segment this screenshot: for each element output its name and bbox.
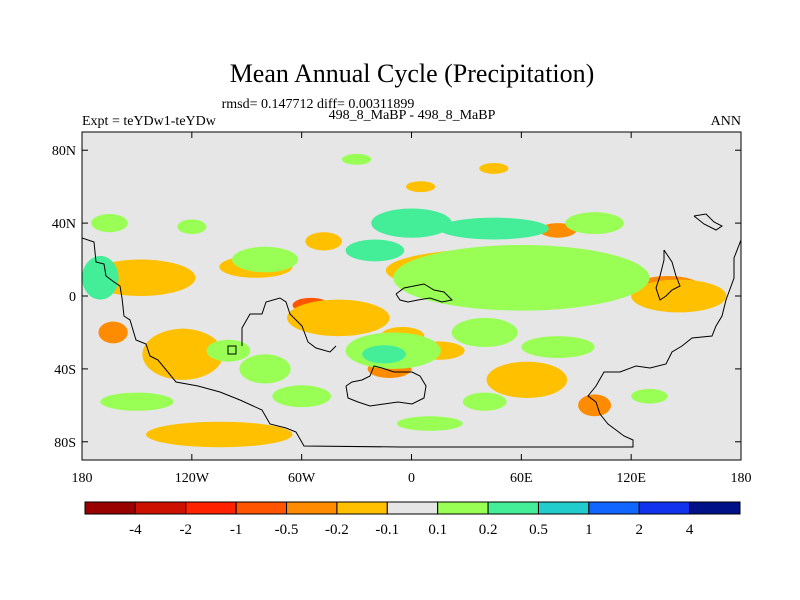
anomaly-patch xyxy=(287,299,390,337)
coastline-americas-west xyxy=(82,237,741,448)
x-tick-label: 60E xyxy=(510,471,533,486)
anomaly-field xyxy=(82,153,727,448)
x-tick-label: 0 xyxy=(408,471,415,486)
season-label: ANN xyxy=(711,114,741,129)
coastlines xyxy=(82,213,741,448)
anomaly-patch xyxy=(406,181,436,193)
anomaly-patch xyxy=(362,345,407,364)
chart-title: Mean Annual Cycle (Precipitation) xyxy=(230,59,595,88)
anomaly-patch xyxy=(486,361,568,399)
anomaly-patch xyxy=(371,208,452,238)
colorbar-label: -0.1 xyxy=(375,522,399,538)
anomaly-patch xyxy=(396,416,463,431)
anomaly-patch xyxy=(100,392,174,411)
anomaly-patch xyxy=(631,279,727,313)
colorbar-swatch xyxy=(689,501,741,515)
case-label: 498_8_MaBP - 498_8_MaBP xyxy=(329,108,496,123)
colorbar-swatch xyxy=(588,501,640,515)
y-axis: 80N 40N 0 40S 80S xyxy=(52,144,741,451)
x-tick-label: 120W xyxy=(175,471,210,486)
y-tick-label: 80S xyxy=(54,436,76,451)
anomaly-patch xyxy=(232,246,299,273)
y-tick-label: 40S xyxy=(54,363,76,378)
x-tick-label: 180 xyxy=(72,471,93,486)
coastline-africa xyxy=(241,297,337,353)
anomaly-patch xyxy=(305,232,342,251)
y-tick-label: 0 xyxy=(69,290,76,305)
coastline-antarctic-island xyxy=(345,365,427,407)
anomaly-patch xyxy=(451,317,518,348)
colorbar-label: -2 xyxy=(180,522,193,538)
x-axis: 180 120W 60W 0 60E 120E 180 xyxy=(72,132,752,486)
anomaly-patch xyxy=(272,385,331,408)
stats-label: rmsd= 0.147712 diff= 0.00311899 xyxy=(222,97,415,112)
anomaly-patch xyxy=(177,219,207,235)
experiment-label: Expt = teYDw1-teYDw xyxy=(82,114,217,129)
anomaly-patch xyxy=(91,214,128,233)
colorbar-label: 2 xyxy=(635,522,643,538)
colorbar-swatch xyxy=(487,501,539,515)
colorbar-swatch xyxy=(537,501,590,515)
anomaly-patch xyxy=(438,217,549,240)
colorbar-swatch xyxy=(134,501,187,515)
colorbar-swatch xyxy=(638,501,691,515)
anomaly-patch xyxy=(631,388,668,404)
colorbar-swatch xyxy=(386,501,439,515)
anomaly-patch xyxy=(146,421,293,448)
anomaly-patch xyxy=(82,255,119,300)
anomaly-patch xyxy=(521,336,595,358)
colorbar-label: 0.2 xyxy=(479,522,498,538)
anomaly-patch xyxy=(142,328,223,380)
colorbar-label: -0.2 xyxy=(325,522,349,538)
coastline-small-island xyxy=(227,345,237,355)
colorbar-label: 0.1 xyxy=(428,522,447,538)
x-tick-label: 60W xyxy=(288,471,316,486)
y-tick-label: 40N xyxy=(52,217,76,232)
anomaly-patch xyxy=(393,244,650,311)
colorbar-swatch xyxy=(286,501,338,515)
map-plot-area xyxy=(81,131,742,461)
anomaly-patch xyxy=(345,239,405,262)
coastline-mediterranean xyxy=(395,283,454,303)
colorbar-label: 0.5 xyxy=(529,522,548,538)
colorbar-label: -4 xyxy=(129,522,142,538)
anomaly-patch xyxy=(578,394,612,417)
y-tick-label: 80N xyxy=(52,144,76,159)
x-tick-label: 120E xyxy=(616,471,646,486)
colorbar: -4 -2 -1 -0.5 -0.2 -0.1 0.1 0.2 0.5 1 2 4 xyxy=(84,501,741,538)
colorbar-label: -1 xyxy=(230,522,243,538)
coastline-eurasia-north xyxy=(693,213,723,231)
colorbar-swatch xyxy=(84,501,136,515)
colorbar-swatch xyxy=(336,501,388,515)
anomaly-patch xyxy=(341,153,372,165)
colorbar-label: 1 xyxy=(585,522,593,538)
anomaly-patch xyxy=(479,162,509,174)
colorbar-swatch xyxy=(437,501,489,515)
colorbar-label: -0.5 xyxy=(275,522,299,538)
anomaly-patch xyxy=(565,212,624,235)
colorbar-swatch xyxy=(235,501,288,515)
anomaly-patch xyxy=(98,321,128,344)
colorbar-swatch xyxy=(185,501,237,515)
coastline-east-asia xyxy=(655,249,681,301)
anomaly-patch xyxy=(239,354,291,384)
anomaly-patch xyxy=(462,392,507,411)
colorbar-label: 4 xyxy=(686,522,694,538)
x-tick-label: 180 xyxy=(731,471,752,486)
